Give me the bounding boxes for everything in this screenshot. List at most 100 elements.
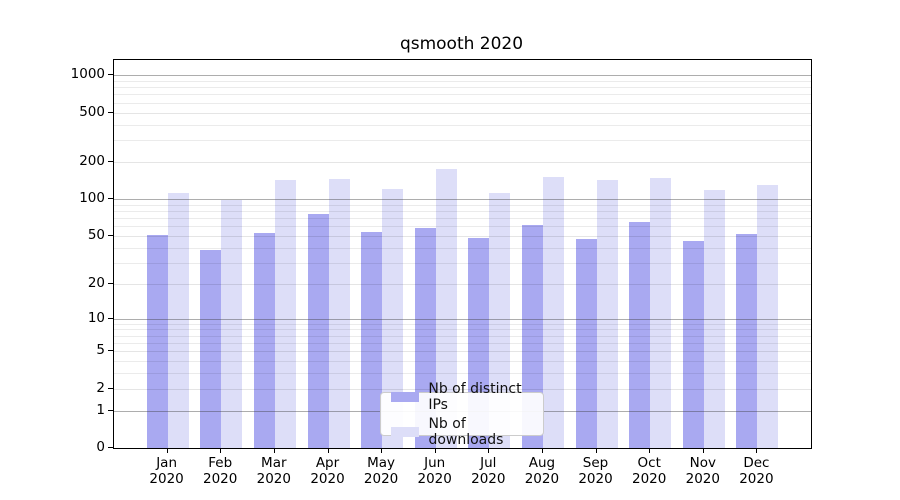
gridline-100 xyxy=(114,199,811,200)
gridline-500 xyxy=(114,112,811,114)
x-tick-mark-oct xyxy=(649,448,651,453)
y-tick-label-2: 2 xyxy=(96,379,105,396)
y-tick-label-10: 10 xyxy=(87,309,105,326)
bar-downloads-mar xyxy=(274,180,296,448)
x-tick-label-mar: Mar 2020 xyxy=(244,455,304,487)
bar-distinct-ips-nov xyxy=(682,241,704,448)
bar-downloads-dec xyxy=(757,185,779,448)
x-tick-label-jan: Jan 2020 xyxy=(137,455,197,487)
y-tick-label-1: 1 xyxy=(96,401,105,418)
gridline-6 xyxy=(114,343,811,344)
x-tick-label-year: 2020 xyxy=(363,471,399,487)
plot-area xyxy=(113,59,812,449)
bar-distinct-ips-oct xyxy=(629,221,651,448)
x-tick-label-year: 2020 xyxy=(149,471,184,487)
gridline-80 xyxy=(114,210,811,212)
legend-swatch-distinct-ips xyxy=(391,391,420,402)
legend-entry-downloads: Nb of downloads xyxy=(391,416,543,448)
y-tick-mark-50 xyxy=(108,234,113,236)
x-tick-label-year: 2020 xyxy=(471,471,506,487)
y-tick-mark-10 xyxy=(108,317,113,319)
gridline-30 xyxy=(114,262,811,264)
x-tick-label-year: 2020 xyxy=(203,471,238,487)
gridline-40 xyxy=(114,247,811,249)
legend-entry-distinct-ips: Nb of distinct IPs xyxy=(391,381,543,413)
legend-label-distinct-ips: Nb of distinct IPs xyxy=(428,380,522,413)
y-tick-label-0: 0 xyxy=(96,439,105,455)
x-tick-mark-sep xyxy=(595,448,597,453)
bar-distinct-ips-apr xyxy=(307,213,329,448)
bar-distinct-ips-jan xyxy=(146,234,168,448)
x-tick-label-may: May 2020 xyxy=(351,455,411,487)
y-tick-mark-1 xyxy=(108,409,113,411)
gridline-7 xyxy=(114,335,811,337)
y-tick-label-500: 500 xyxy=(79,103,105,120)
bar-downloads-oct xyxy=(650,178,672,448)
x-tick-label-jul: Jul 2020 xyxy=(458,455,518,487)
gridline-50 xyxy=(114,235,811,237)
x-tick-label-year: 2020 xyxy=(739,471,774,487)
bar-downloads-aug xyxy=(542,176,564,448)
gridline-800 xyxy=(114,87,811,89)
y-tick-mark-500 xyxy=(108,111,113,113)
gridline-300 xyxy=(114,140,811,142)
x-tick-label-apr: Apr 2020 xyxy=(298,455,358,487)
y-tick-label-100: 100 xyxy=(79,190,105,206)
x-tick-label-year: 2020 xyxy=(524,471,560,487)
x-tick-mark-mar xyxy=(273,448,275,453)
x-tick-label-oct: Oct 2020 xyxy=(619,455,679,487)
y-tick-label-200: 200 xyxy=(79,152,105,169)
x-tick-label-year: 2020 xyxy=(578,471,613,487)
x-tick-mark-jul xyxy=(488,448,490,453)
gridline-20 xyxy=(114,283,811,285)
bar-distinct-ips-dec xyxy=(736,233,758,448)
y-tick-mark-2 xyxy=(108,387,113,389)
x-tick-label-sep: Sep 2020 xyxy=(566,455,626,487)
x-tick-mark-aug xyxy=(541,448,543,453)
x-tick-mark-nov xyxy=(702,448,704,453)
gridline-5 xyxy=(114,351,811,353)
bar-downloads-feb xyxy=(221,200,243,448)
gridline-400 xyxy=(114,124,811,126)
legend-swatch-downloads xyxy=(391,426,420,437)
x-tick-mark-may xyxy=(381,448,383,453)
bar-distinct-ips-mar xyxy=(253,232,275,448)
y-tick-mark-20 xyxy=(108,282,113,284)
gridline-600 xyxy=(114,102,811,104)
x-tick-label-year: 2020 xyxy=(417,471,452,487)
legend: Nb of distinct IPs Nb of downloads xyxy=(380,381,544,448)
x-tick-label-year: 2020 xyxy=(685,471,720,487)
x-tick-label-year: 2020 xyxy=(632,471,667,487)
y-tick-label-5: 5 xyxy=(96,342,105,359)
bar-distinct-ips-may xyxy=(361,231,383,448)
y-tick-label-50: 50 xyxy=(87,226,105,243)
gridline-200 xyxy=(114,161,811,163)
gridline-8 xyxy=(114,329,811,331)
gridline-700 xyxy=(114,94,811,96)
bar-distinct-ips-sep xyxy=(575,239,597,448)
gridline-9 xyxy=(114,323,811,325)
gridline-4 xyxy=(114,361,811,363)
gridline-70 xyxy=(114,218,811,219)
bar-distinct-ips-feb xyxy=(200,250,222,448)
x-tick-label-jun: Jun 2020 xyxy=(405,455,465,487)
y-tick-label-1000: 1000 xyxy=(70,66,105,83)
bar-downloads-may xyxy=(382,188,404,448)
y-tick-label-20: 20 xyxy=(87,274,105,291)
x-tick-label-feb: Feb 2020 xyxy=(190,455,250,487)
gridline-2 xyxy=(114,388,811,390)
x-tick-label-year: 2020 xyxy=(310,471,345,487)
x-tick-label-aug: Aug 2020 xyxy=(512,455,572,487)
gridline-60 xyxy=(114,226,811,228)
x-tick-mark-jun xyxy=(434,448,436,453)
x-tick-mark-apr xyxy=(327,448,329,453)
x-tick-mark-jan xyxy=(166,448,168,453)
chart-title: qsmooth 2020 xyxy=(399,34,524,54)
x-tick-mark-feb xyxy=(220,448,222,453)
legend-label-downloads: Nb of downloads xyxy=(428,415,504,448)
y-tick-mark-1000 xyxy=(108,74,113,76)
gridline-900 xyxy=(114,80,811,82)
gridline-3 xyxy=(114,373,811,375)
x-tick-mark-dec xyxy=(756,448,758,453)
